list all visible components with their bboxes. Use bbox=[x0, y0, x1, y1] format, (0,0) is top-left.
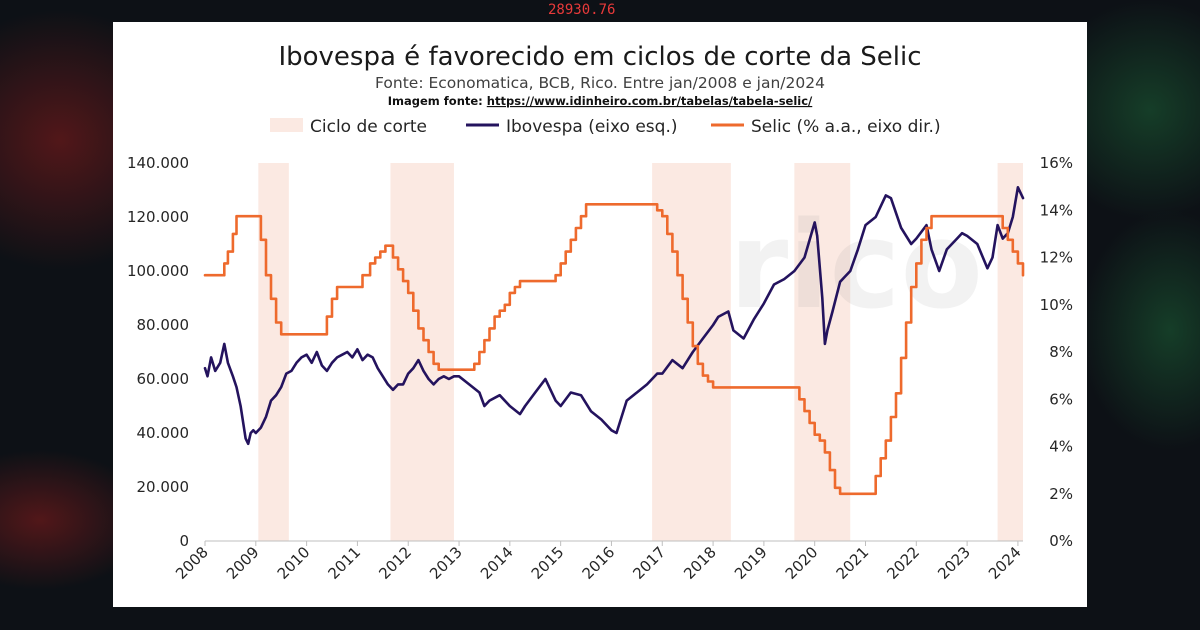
source-label: Imagem fonte: bbox=[388, 94, 487, 108]
x-tick-label: 2021 bbox=[833, 543, 873, 583]
x-tick-label: 2016 bbox=[579, 543, 619, 583]
x-tick-label: 2013 bbox=[426, 543, 466, 583]
legend-label-shade: Ciclo de corte bbox=[310, 117, 427, 137]
cut-cycle-shade-1 bbox=[258, 163, 289, 541]
x-tick-label: 2008 bbox=[172, 543, 212, 583]
y-left-tick-label: 140.000 bbox=[127, 154, 189, 172]
y-left-tick-label: 80.000 bbox=[137, 316, 190, 334]
x-tick-label: 2019 bbox=[731, 543, 771, 583]
cut-cycle-shade-4 bbox=[794, 163, 851, 541]
x-tick-label: 2014 bbox=[477, 543, 517, 583]
y-right-tick-label: 16% bbox=[1040, 154, 1073, 172]
series-line-ibov bbox=[203, 186, 1025, 446]
y-right-tick-label: 12% bbox=[1040, 249, 1073, 267]
y-left-tick-label: 100.000 bbox=[127, 262, 189, 280]
background-ticker-text: 28930.76 bbox=[548, 2, 615, 18]
y-right-tick-label: 4% bbox=[1049, 438, 1073, 456]
chart-canvas: rico Ibovespa é favorecido em ciclos de … bbox=[127, 42, 1073, 583]
x-tick-label: 2024 bbox=[985, 543, 1025, 583]
x-tick-label: 2010 bbox=[274, 543, 314, 583]
x-tick-label: 2017 bbox=[629, 543, 669, 583]
y-left-tick-label: 120.000 bbox=[127, 208, 189, 226]
chart-card: rico Ibovespa é favorecido em ciclos de … bbox=[113, 22, 1087, 607]
x-tick-label: 2023 bbox=[934, 543, 974, 583]
y-right-tick-label: 10% bbox=[1040, 296, 1073, 314]
legend-swatch-shade bbox=[270, 118, 303, 132]
y-right-tick-label: 0% bbox=[1049, 532, 1073, 550]
y-left-tick-label: 0 bbox=[179, 532, 189, 550]
x-tick-label: 2020 bbox=[782, 543, 822, 583]
y-left-tick-label: 60.000 bbox=[137, 370, 190, 388]
series-lines bbox=[203, 186, 1025, 496]
y-right-tick-label: 8% bbox=[1049, 343, 1073, 361]
source-line: Imagem fonte: https://www.idinheiro.com.… bbox=[388, 94, 813, 108]
x-tick-label: 2022 bbox=[883, 543, 923, 583]
x-tick-label: 2009 bbox=[223, 543, 263, 583]
chart-subtitle: Fonte: Economatica, BCB, Rico. Entre jan… bbox=[375, 74, 825, 92]
y-right-tick-label: 14% bbox=[1040, 201, 1073, 219]
y-left-tick-label: 20.000 bbox=[137, 478, 190, 496]
y-right-tick-label: 6% bbox=[1049, 390, 1073, 408]
x-tick-label: 2012 bbox=[375, 543, 415, 583]
source-link[interactable]: https://www.idinheiro.com.br/tabelas/tab… bbox=[487, 94, 813, 108]
x-axis: 2008 2009 2010 2011 2012 2013 2014 2015 2016 2017… bbox=[172, 541, 1025, 583]
legend: Ciclo de corte Ibovespa (eixo esq.) Seli… bbox=[270, 117, 941, 137]
x-tick-label: 2018 bbox=[680, 543, 720, 583]
x-tick-label: 2015 bbox=[528, 543, 568, 583]
y-left-tick-label: 40.000 bbox=[137, 424, 190, 442]
y-right-tick-label: 2% bbox=[1049, 485, 1073, 503]
cut-cycle-shade-2 bbox=[390, 163, 454, 541]
y-axis-left: 0 20.000 40.000 60.000 80.000 100.000 120.000 1… bbox=[127, 154, 189, 550]
series-line-selic bbox=[203, 203, 1025, 496]
legend-label-ibov: Ibovespa (eixo esq.) bbox=[506, 117, 678, 137]
chart-title: Ibovespa é favorecido em ciclos de corte… bbox=[278, 42, 921, 72]
rico-watermark: rico bbox=[729, 197, 983, 336]
legend-label-selic: Selic (% a.a., eixo dir.) bbox=[751, 117, 941, 137]
x-tick-label: 2011 bbox=[325, 543, 365, 583]
y-axis-right: 0% 2% 4% 6% 8% 10% 12% 14% 16% bbox=[1040, 154, 1073, 550]
svg-text:rico: rico bbox=[729, 197, 983, 336]
